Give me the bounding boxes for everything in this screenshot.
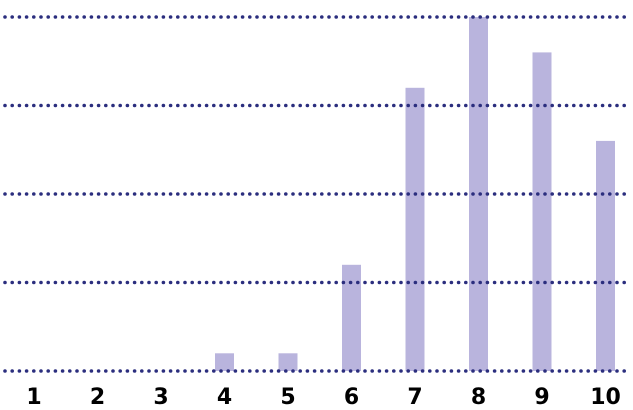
x-tick-labels: 1 2 3 4 5 6 7 8 9 10 [26, 385, 620, 410]
x-tick-label-3: 3 [153, 385, 168, 410]
x-tick-label-8: 8 [471, 385, 486, 410]
x-tick-label-7: 7 [407, 385, 422, 410]
x-tick-label-9: 9 [534, 385, 549, 410]
bar-7 [405, 87, 425, 372]
x-tick-label-4: 4 [217, 385, 232, 410]
bars [215, 17, 615, 372]
bar-4 [215, 353, 234, 371]
x-tick-label-10: 10 [590, 385, 621, 410]
x-tick-label-1: 1 [26, 385, 41, 410]
x-tick-label-5: 5 [280, 385, 295, 410]
bar-6 [342, 264, 361, 371]
x-tick-label-2: 2 [90, 385, 105, 410]
bar-10 [596, 140, 615, 371]
bar-9 [532, 52, 552, 372]
bar-5 [278, 353, 298, 371]
x-tick-label-6: 6 [344, 385, 359, 410]
